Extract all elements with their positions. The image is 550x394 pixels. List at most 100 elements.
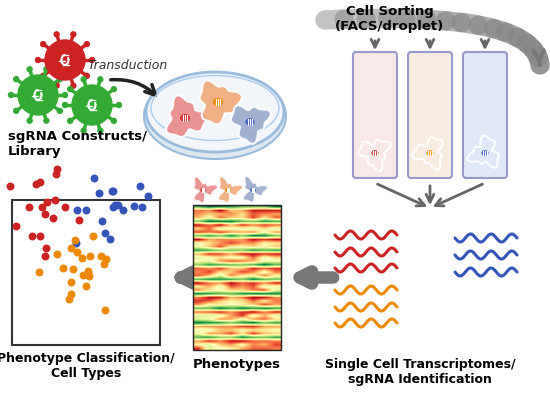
Point bbox=[111, 202, 119, 208]
Point bbox=[67, 279, 75, 286]
FancyBboxPatch shape bbox=[413, 126, 447, 173]
Circle shape bbox=[14, 76, 19, 82]
Point bbox=[41, 245, 50, 251]
Point bbox=[108, 188, 117, 194]
Point bbox=[81, 283, 90, 289]
Point bbox=[70, 237, 79, 243]
Point bbox=[144, 193, 153, 199]
Point bbox=[82, 206, 91, 213]
Text: sgRNA Constructs/
Library: sgRNA Constructs/ Library bbox=[8, 130, 147, 158]
Point bbox=[59, 265, 68, 271]
Circle shape bbox=[27, 67, 32, 72]
Ellipse shape bbox=[144, 73, 286, 159]
Circle shape bbox=[41, 42, 46, 46]
Point bbox=[37, 204, 46, 210]
Polygon shape bbox=[200, 80, 242, 125]
FancyBboxPatch shape bbox=[463, 52, 507, 178]
Circle shape bbox=[98, 77, 103, 82]
Point bbox=[84, 268, 93, 274]
Point bbox=[35, 269, 44, 276]
Circle shape bbox=[68, 87, 73, 92]
Circle shape bbox=[90, 58, 95, 63]
Point bbox=[108, 188, 117, 194]
Point bbox=[67, 290, 75, 297]
Circle shape bbox=[84, 73, 89, 78]
Circle shape bbox=[36, 58, 41, 63]
Circle shape bbox=[27, 118, 32, 123]
Circle shape bbox=[111, 118, 117, 123]
Point bbox=[138, 203, 147, 210]
Point bbox=[61, 204, 70, 210]
Text: Phenotype Classification/
Cell Types: Phenotype Classification/ Cell Types bbox=[0, 352, 175, 380]
Circle shape bbox=[54, 32, 59, 37]
Circle shape bbox=[63, 102, 68, 108]
Circle shape bbox=[44, 67, 49, 72]
Point bbox=[49, 215, 58, 221]
Circle shape bbox=[117, 102, 122, 108]
Point bbox=[25, 204, 34, 210]
Point bbox=[69, 266, 78, 272]
Circle shape bbox=[111, 87, 117, 92]
Point bbox=[36, 179, 45, 185]
Point bbox=[94, 190, 103, 196]
Point bbox=[135, 183, 144, 190]
Point bbox=[43, 199, 52, 205]
Point bbox=[53, 166, 62, 173]
Polygon shape bbox=[231, 105, 271, 144]
Circle shape bbox=[81, 77, 86, 82]
Polygon shape bbox=[412, 138, 443, 170]
Point bbox=[100, 230, 109, 237]
Point bbox=[67, 245, 75, 251]
Point bbox=[64, 296, 73, 303]
Polygon shape bbox=[467, 136, 499, 168]
Polygon shape bbox=[194, 176, 218, 203]
Point bbox=[12, 223, 20, 229]
Point bbox=[89, 233, 97, 239]
Point bbox=[101, 256, 110, 262]
Circle shape bbox=[68, 118, 73, 123]
Circle shape bbox=[57, 76, 62, 82]
Point bbox=[97, 253, 106, 259]
Point bbox=[41, 253, 50, 259]
Point bbox=[73, 248, 81, 255]
FancyBboxPatch shape bbox=[468, 126, 502, 173]
Circle shape bbox=[54, 83, 59, 88]
Point bbox=[73, 207, 81, 214]
Text: Transduction: Transduction bbox=[88, 59, 168, 72]
Circle shape bbox=[14, 108, 19, 113]
Point bbox=[119, 207, 128, 214]
Point bbox=[52, 251, 61, 257]
Point bbox=[100, 261, 108, 267]
Point bbox=[71, 240, 80, 246]
Circle shape bbox=[71, 32, 76, 37]
Point bbox=[108, 204, 117, 210]
Point bbox=[84, 273, 93, 279]
Point bbox=[90, 175, 99, 181]
Point bbox=[31, 181, 40, 188]
Circle shape bbox=[18, 75, 58, 115]
Circle shape bbox=[63, 93, 68, 97]
Circle shape bbox=[8, 93, 14, 97]
Ellipse shape bbox=[180, 114, 190, 122]
Point bbox=[6, 183, 14, 189]
Text: Single Cell Transcriptomes/
sgRNA Identification: Single Cell Transcriptomes/ sgRNA Identi… bbox=[324, 358, 515, 386]
Circle shape bbox=[81, 128, 86, 133]
Bar bbox=[12, 200, 160, 345]
Point bbox=[85, 253, 94, 259]
Polygon shape bbox=[243, 176, 268, 203]
Point bbox=[79, 271, 87, 278]
Point bbox=[106, 236, 114, 242]
Circle shape bbox=[98, 128, 103, 133]
Point bbox=[35, 233, 44, 240]
Point bbox=[130, 203, 139, 210]
Point bbox=[77, 255, 86, 261]
FancyBboxPatch shape bbox=[408, 52, 452, 178]
Polygon shape bbox=[218, 176, 243, 203]
Circle shape bbox=[57, 108, 62, 113]
Ellipse shape bbox=[226, 188, 231, 192]
Circle shape bbox=[72, 85, 112, 125]
Point bbox=[98, 218, 107, 224]
FancyBboxPatch shape bbox=[353, 52, 397, 178]
Point bbox=[84, 269, 92, 276]
Polygon shape bbox=[166, 95, 207, 137]
